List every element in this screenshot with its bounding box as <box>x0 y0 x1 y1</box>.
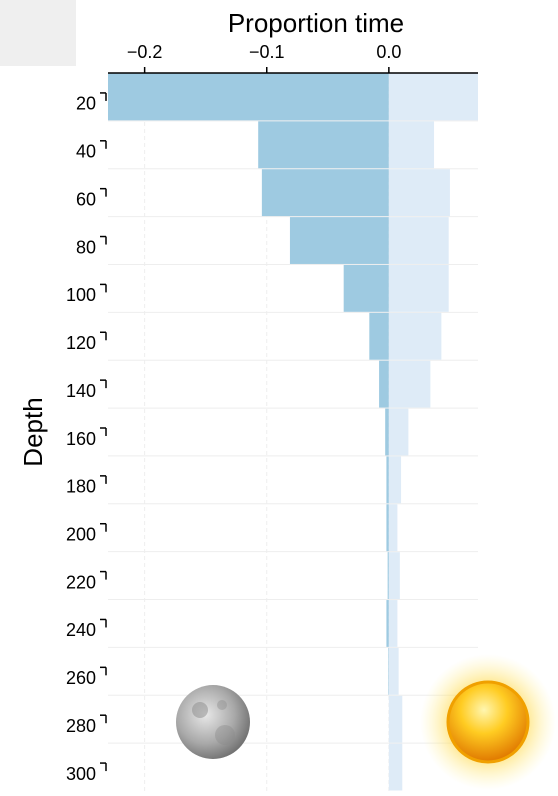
bar <box>386 456 389 504</box>
bar <box>343 264 389 312</box>
x-tick-label: −0.2 <box>127 42 163 62</box>
bar <box>388 264 449 312</box>
bar <box>388 743 403 791</box>
bar <box>289 217 389 264</box>
y-tick-label: 100 <box>66 285 96 305</box>
bar <box>388 169 450 217</box>
bar <box>388 456 402 504</box>
y-tick-label: 200 <box>66 524 96 544</box>
y-tick-label: 80 <box>76 237 96 257</box>
y-tick-label: 160 <box>66 429 96 449</box>
x-tick-label: 0.0 <box>376 42 401 62</box>
bar <box>388 360 431 408</box>
bar <box>261 169 389 217</box>
bar <box>386 504 389 552</box>
corner-box <box>0 0 76 66</box>
bar <box>386 600 389 647</box>
bar <box>388 600 398 647</box>
bar <box>379 360 389 408</box>
bar <box>388 217 449 264</box>
moon-icon <box>176 685 250 759</box>
bar <box>388 312 442 360</box>
bar <box>388 504 398 552</box>
y-tick-label: 180 <box>66 477 96 497</box>
y-tick-label: 120 <box>66 333 96 353</box>
bar <box>388 121 435 169</box>
y-tick-label: 140 <box>66 381 96 401</box>
y-tick-label: 60 <box>76 189 96 209</box>
y-tick-label: 300 <box>66 764 96 784</box>
bar <box>387 552 389 600</box>
bar <box>258 121 389 169</box>
x-tick-label: −0.1 <box>249 42 285 62</box>
bar <box>388 408 409 456</box>
sun-icon <box>420 654 556 790</box>
y-tick-label: 40 <box>76 142 96 162</box>
bar <box>385 408 389 456</box>
y-tick-label: 260 <box>66 668 96 688</box>
bar <box>388 647 389 695</box>
bar <box>388 552 400 600</box>
y-axis-label: Depth <box>18 397 48 466</box>
plot-area <box>100 67 478 791</box>
chart-title: Proportion time <box>228 8 404 38</box>
bar <box>108 73 389 121</box>
bar <box>388 647 399 695</box>
y-tick-label: 20 <box>76 94 96 114</box>
bar <box>388 695 403 743</box>
y-tick-label: 280 <box>66 716 96 736</box>
bar <box>388 73 478 121</box>
bar <box>369 312 389 360</box>
y-tick-label: 220 <box>66 572 96 592</box>
y-tick-label: 240 <box>66 620 96 640</box>
